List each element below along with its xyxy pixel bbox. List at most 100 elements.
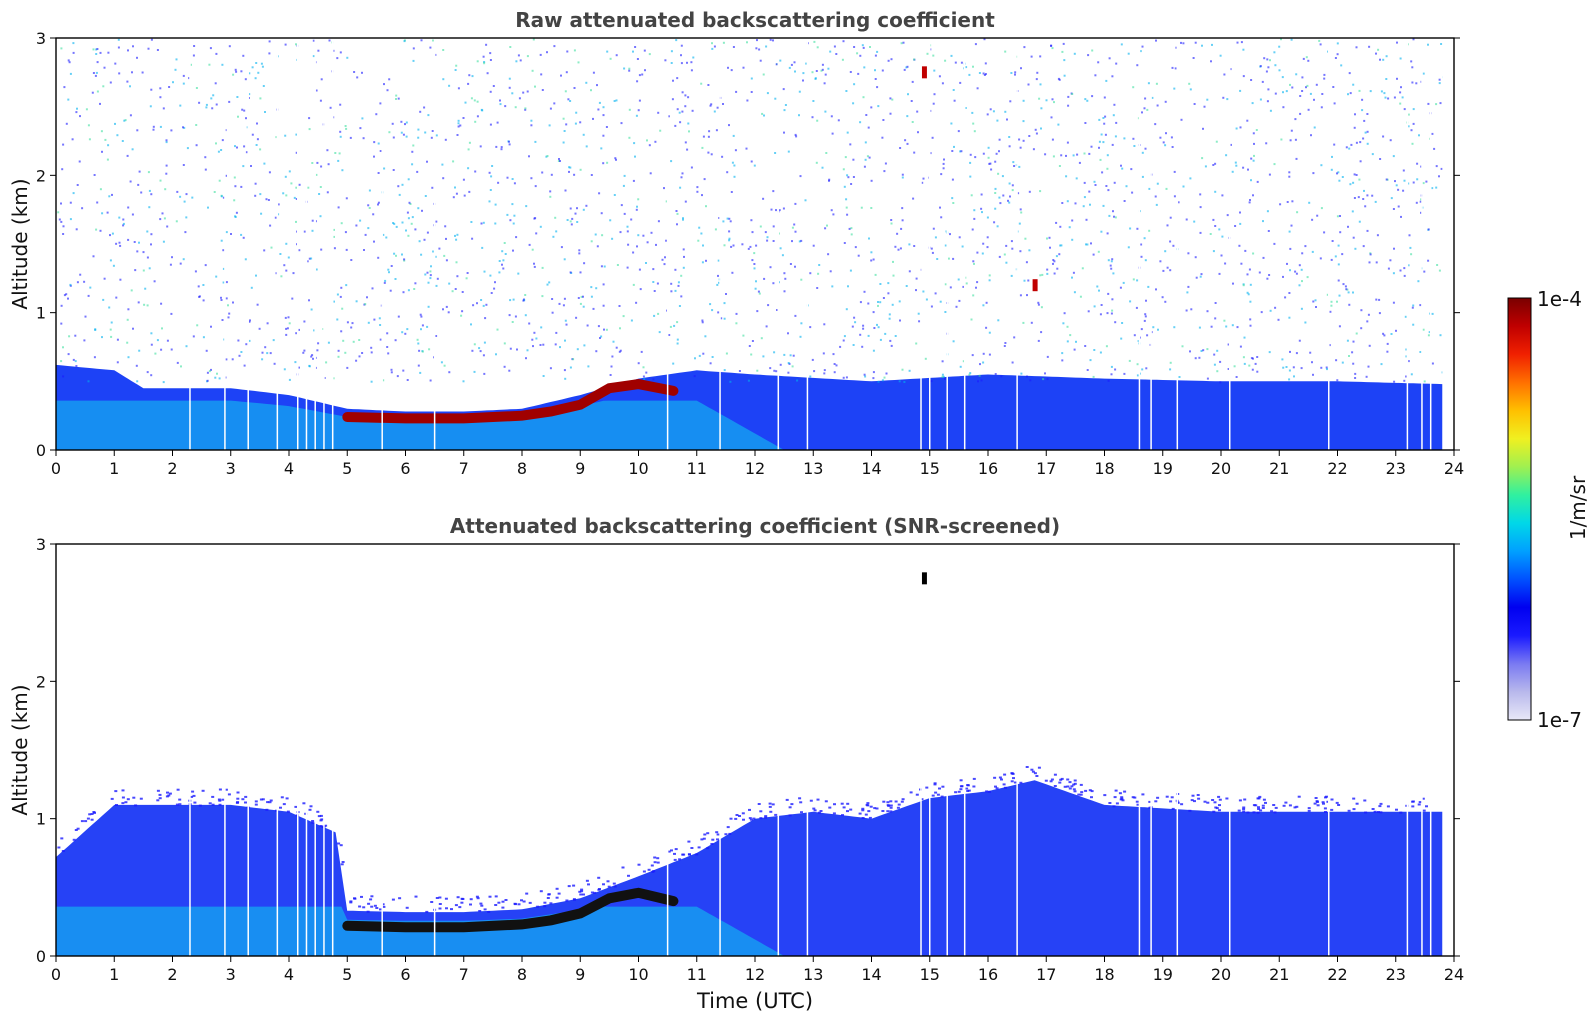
noise-speck: [569, 207, 572, 210]
noise-speck: [1254, 362, 1257, 365]
noise-speck: [983, 38, 986, 41]
noise-speck: [635, 301, 638, 304]
noise-speck: [775, 209, 777, 212]
noise-speck: [1110, 312, 1113, 315]
screened-speck: [972, 777, 976, 780]
noise-speck: [1248, 268, 1251, 271]
noise-speck: [1306, 84, 1309, 87]
noise-speck: [101, 212, 104, 215]
noise-speck: [228, 312, 231, 315]
noise-speck: [750, 91, 753, 93]
noise-speck: [1379, 58, 1381, 61]
noise-speck: [1020, 372, 1023, 375]
noise-speck: [288, 378, 291, 381]
noise-speck: [643, 49, 646, 52]
screened-speck: [1118, 792, 1122, 795]
noise-speck: [245, 117, 247, 120]
noise-speck: [448, 84, 451, 87]
noise-speck: [1427, 334, 1430, 337]
noise-speck: [394, 339, 397, 342]
noise-speck: [1301, 90, 1304, 92]
x-tick-label: 10: [628, 459, 648, 478]
screened-speck: [1258, 795, 1262, 798]
noise-speck: [841, 58, 844, 61]
noise-speck: [1423, 380, 1426, 383]
screened-speck: [715, 831, 719, 834]
noise-speck: [361, 117, 364, 120]
screened-speck: [132, 796, 136, 799]
noise-speck: [590, 295, 593, 298]
noise-speck: [1195, 276, 1198, 279]
noise-speck: [672, 362, 675, 365]
noise-speck: [1164, 144, 1167, 147]
noise-speck: [1182, 185, 1185, 188]
noise-speck: [1141, 151, 1144, 154]
noise-speck: [129, 85, 131, 88]
noise-speck: [638, 268, 641, 271]
x-tick-label: 7: [459, 965, 469, 984]
screened-speck: [768, 802, 772, 805]
noise-speck: [1285, 90, 1288, 93]
noise-speck: [1030, 321, 1033, 324]
noise-speck: [75, 228, 78, 231]
noise-speck: [1107, 292, 1110, 295]
noise-speck: [1024, 237, 1027, 240]
noise-speck: [1420, 165, 1423, 168]
screened-speck: [1196, 794, 1200, 796]
noise-speck: [870, 251, 873, 254]
noise-speck: [1055, 255, 1058, 258]
noise-speck: [734, 149, 737, 152]
noise-speck: [747, 379, 750, 382]
noise-speck: [508, 314, 511, 317]
raw-y-axis-label: Altitude (km): [8, 178, 32, 309]
noise-speck: [1210, 325, 1213, 328]
noise-speck: [175, 220, 178, 223]
noise-speck: [1129, 300, 1132, 303]
noise-speck: [468, 141, 471, 144]
screened-speck: [1121, 799, 1125, 802]
noise-speck: [400, 120, 403, 123]
noise-speck: [418, 240, 421, 243]
noise-speck: [1393, 247, 1395, 250]
noise-speck: [1390, 197, 1393, 200]
noise-speck: [163, 217, 166, 220]
noise-speck: [275, 136, 278, 139]
noise-speck: [274, 216, 277, 219]
noise-speck: [1366, 194, 1369, 197]
noise-speck: [906, 115, 909, 118]
noise-speck: [717, 311, 720, 314]
noise-speck: [220, 239, 223, 242]
noise-speck: [1107, 259, 1110, 262]
noise-speck: [388, 131, 391, 134]
noise-speck: [221, 319, 224, 321]
noise-speck: [934, 292, 937, 295]
noise-speck: [1081, 267, 1084, 270]
noise-speck: [628, 69, 631, 72]
noise-speck: [408, 201, 411, 204]
noise-speck: [352, 340, 355, 343]
noise-speck: [642, 375, 645, 378]
noise-speck: [1378, 298, 1381, 301]
noise-speck: [633, 142, 636, 145]
noise-speck: [1273, 242, 1276, 245]
noise-speck: [1022, 120, 1025, 123]
noise-speck: [511, 321, 514, 323]
noise-speck: [852, 176, 855, 178]
noise-speck: [346, 56, 349, 59]
screened-speck: [1203, 800, 1207, 803]
noise-speck: [1325, 366, 1328, 369]
noise-speck: [1029, 379, 1032, 382]
noise-speck: [642, 234, 645, 237]
screened-speck: [726, 826, 730, 829]
noise-speck: [1351, 351, 1354, 354]
noise-speck: [336, 57, 339, 60]
noise-speck: [484, 317, 487, 320]
screened-speck: [1371, 808, 1375, 810]
screened-speck: [504, 899, 508, 901]
noise-speck: [775, 370, 778, 373]
noise-speck: [1022, 99, 1025, 102]
noise-speck: [934, 236, 937, 239]
noise-speck: [476, 302, 478, 305]
noise-speck: [1065, 154, 1067, 157]
noise-speck: [339, 51, 342, 54]
